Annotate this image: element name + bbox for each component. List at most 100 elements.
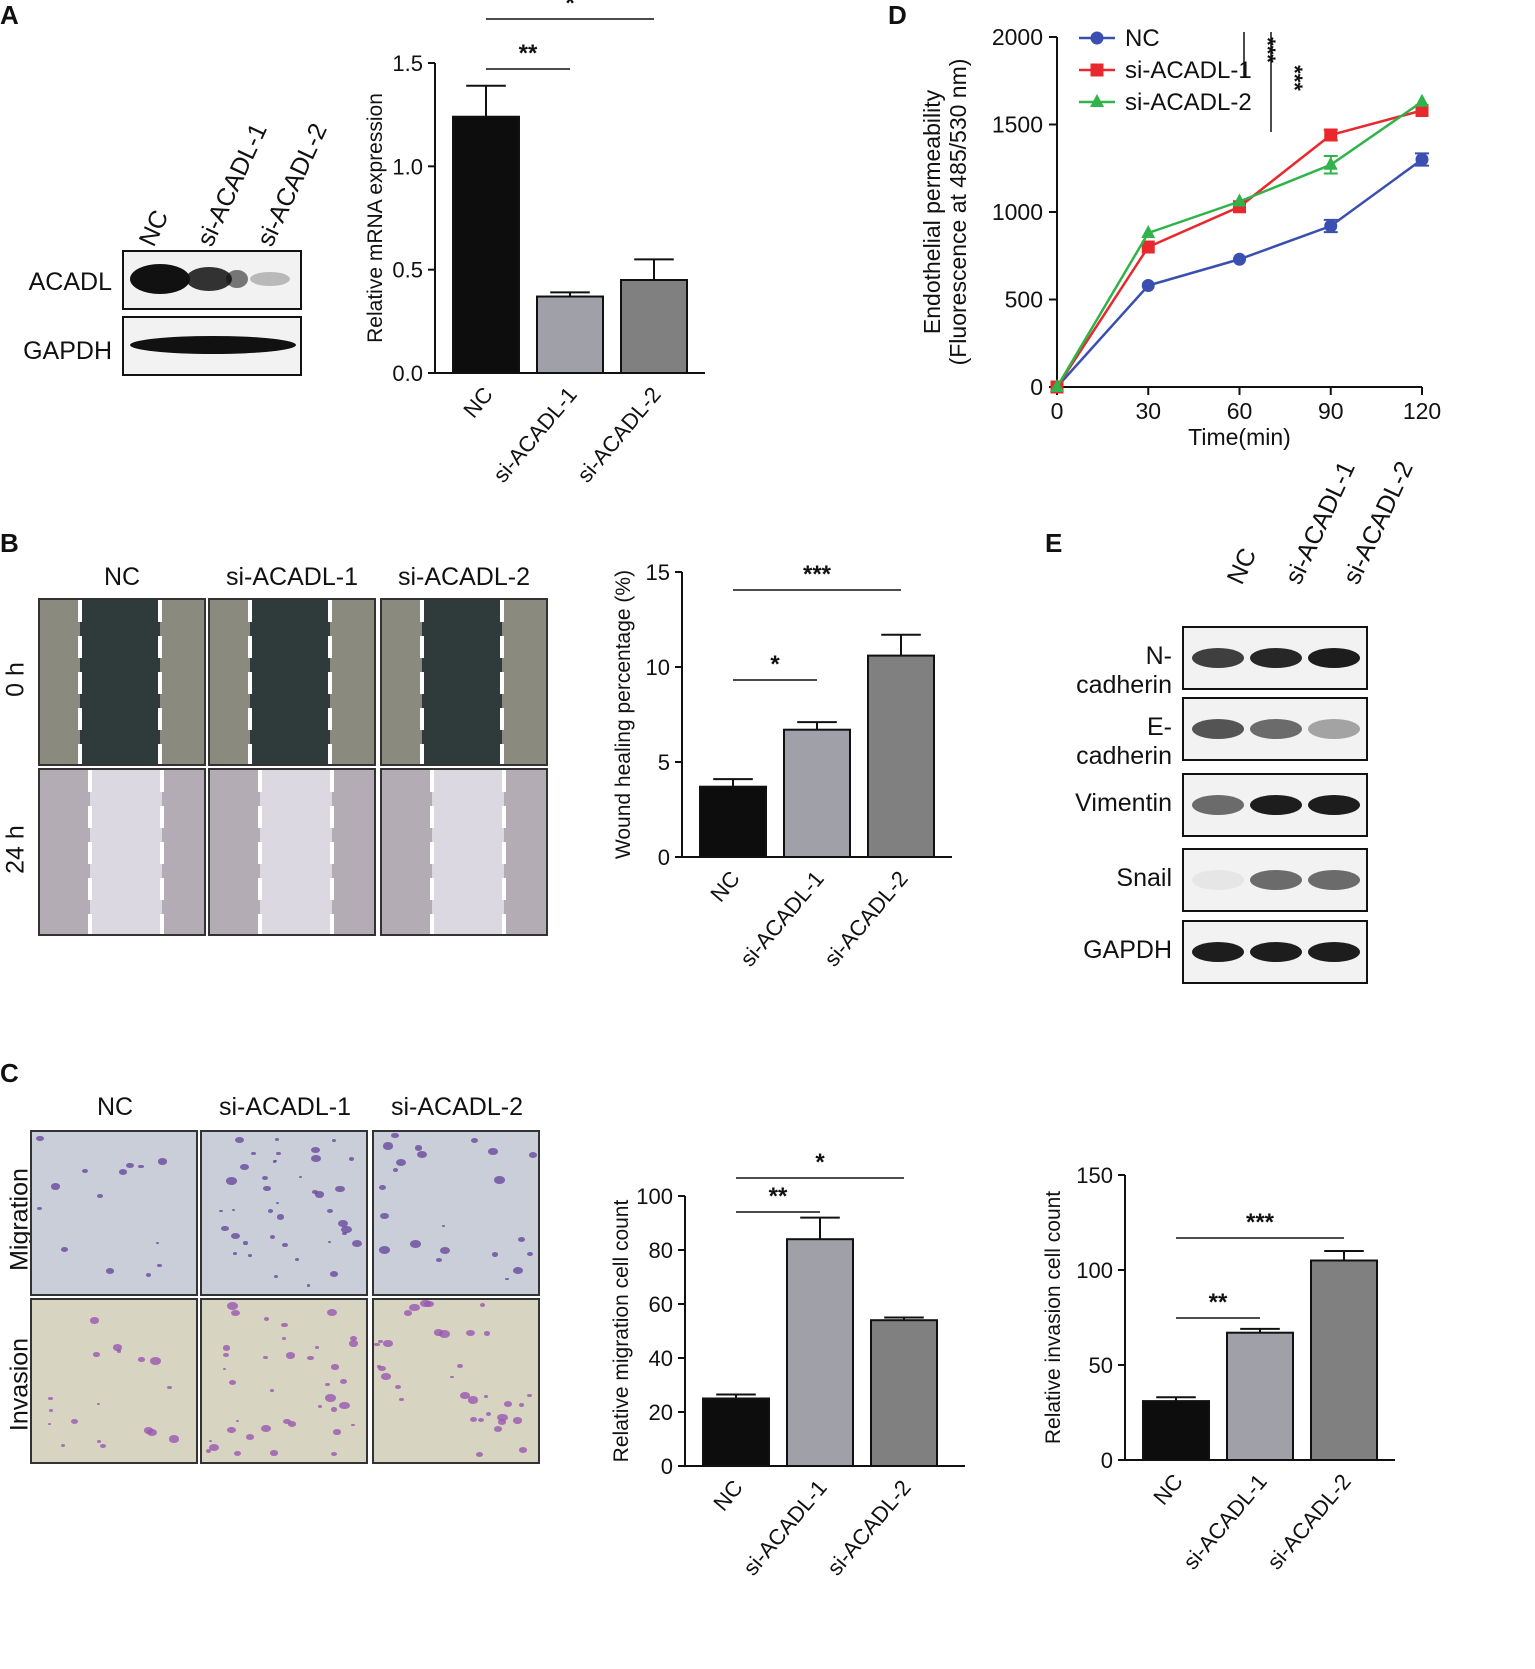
blot-e-box: [1182, 773, 1368, 837]
x-tick-label: NC: [458, 382, 498, 422]
y-tick-label: 5: [658, 750, 670, 775]
y-tick-label: 0.0: [392, 361, 423, 386]
x-tick-label: NC: [1148, 1469, 1188, 1509]
blot-e-label: Vimentin: [1075, 789, 1172, 817]
y-tick-label: 2000: [992, 24, 1043, 50]
y-tick-label: 100: [636, 1184, 673, 1209]
point-NC: [1233, 252, 1246, 266]
chart-d-svg: 0 500 1000 1500 2000 0 30 60 90 120 Time(min) Endot…: [919, 24, 1441, 450]
y-tick-label: 0: [658, 845, 670, 870]
legend-marker: [1090, 63, 1104, 77]
blot-e-box: [1182, 697, 1368, 761]
blot-a-box-acadl: [122, 250, 302, 310]
bar-si-ACADL-2: [620, 279, 688, 374]
bar-si-ACADL-1: [783, 728, 851, 858]
bar-si-ACADL-1: [536, 295, 604, 374]
x-tick-label: NC: [708, 1475, 748, 1515]
y-axis-label: Relative migration cell count: [610, 1200, 633, 1463]
bar-NC: [702, 1397, 770, 1467]
y-tick-label: 500: [1005, 287, 1043, 313]
significance-label: *: [815, 1150, 825, 1176]
y-axis-label: Endothelial permeability: [919, 89, 945, 334]
migration-image: [200, 1130, 368, 1296]
blot-e-label: GAPDH: [1083, 936, 1172, 964]
x-tick-label: si-ACADL-1: [1178, 1469, 1272, 1574]
significance-label: **: [1209, 1289, 1228, 1316]
point-si-ACADL-2: [1415, 93, 1429, 107]
bar-si-ACADL-2: [867, 654, 935, 858]
y-axis-label-2: (Fluorescence at 485/530 nm): [945, 59, 971, 366]
y-tick-label: 0: [661, 1454, 673, 1479]
legend-marker: [1090, 94, 1104, 107]
blot-a-box-gapdh: [122, 316, 302, 376]
point-si-ACADL-2: [1141, 225, 1156, 238]
migration-image: [30, 1130, 198, 1296]
invasion-image: [372, 1298, 540, 1464]
legend-marker: [1090, 31, 1104, 45]
y-tick-label: 100: [1076, 1258, 1113, 1283]
legend-label-si-ACADL-1: si-ACADL-1: [1125, 57, 1252, 84]
bar-NC: [1142, 1400, 1210, 1462]
blot-a-lane-nc: NC: [133, 206, 175, 251]
blot-e-label: N-cadherin: [1076, 642, 1172, 699]
blot-e-box: [1182, 920, 1368, 984]
invasion-image: [200, 1298, 368, 1464]
bar-si-ACADL-2: [1310, 1259, 1378, 1461]
x-tick-label: si-ACADL-2: [822, 1475, 916, 1580]
blot-e-label: Snail: [1116, 864, 1172, 892]
panel-letter-d: D: [888, 0, 907, 30]
wound-col-nc: NC: [103, 563, 141, 591]
invasion-image: [30, 1298, 198, 1464]
x-tick-label: si-ACADL-1: [738, 1475, 832, 1580]
transwell-col-nc: NC: [96, 1093, 134, 1121]
bar-si-ACADL-1: [786, 1238, 854, 1467]
x-axis-label: Time(min): [1188, 424, 1291, 450]
panel-letter-b: B: [0, 528, 19, 558]
wound-row-0h: 0 h: [1, 662, 30, 697]
x-tick-label: 60: [1227, 398, 1253, 424]
y-tick-label: 15: [646, 560, 670, 585]
point-si-ACADL-2: [1323, 156, 1338, 170]
x-tick-label: si-ACADL-2: [1262, 1469, 1356, 1574]
y-tick-label: 1500: [992, 112, 1043, 138]
blot-a-label-acadl: ACADL: [28, 268, 112, 296]
wound-image: [38, 768, 206, 936]
wound-image: [208, 598, 376, 766]
panel-letter-c: C: [0, 1058, 19, 1088]
point-NC: [1141, 279, 1155, 292]
legend-label-si-ACADL-2: si-ACADL-2: [1125, 89, 1252, 116]
y-tick-label: 0: [1030, 374, 1043, 400]
point-si-ACADL-1: [1415, 104, 1429, 117]
y-tick-label: 1000: [992, 199, 1043, 225]
x-tick-label: si-ACADL-1: [735, 866, 829, 971]
wound-col-si1: si-ACADL-1: [226, 563, 358, 591]
y-tick-label: 60: [649, 1292, 673, 1317]
point-si-ACADL-1: [1141, 240, 1155, 254]
y-axis-label: Wound healing percentage (%): [612, 570, 635, 859]
significance-label: ***: [803, 561, 832, 588]
y-tick-label: 1.0: [392, 154, 423, 179]
bar-si-ACADL-2: [870, 1319, 938, 1467]
series-line-si-ACADL-2: [1055, 100, 1423, 388]
migration-image: [372, 1130, 540, 1296]
wound-image: [38, 598, 206, 766]
x-tick-label: 0: [1051, 398, 1064, 424]
x-tick-label: si-ACADL-1: [488, 382, 582, 487]
legend-label-NC: NC: [1125, 25, 1160, 52]
y-tick-label: 20: [649, 1400, 673, 1425]
blot-e-lane-nc: NC: [1221, 544, 1263, 589]
point-NC: [1415, 153, 1429, 166]
significance-label: *: [770, 651, 780, 678]
series-line-si-ACADL-1: [1055, 109, 1423, 388]
x-tick-label: si-ACADL-2: [572, 382, 666, 487]
y-tick-label: 0.5: [392, 258, 423, 283]
point-si-ACADL-2: [1050, 379, 1064, 392]
transwell-col-si2: si-ACADL-2: [391, 1093, 523, 1121]
y-tick-label: 0: [1101, 1448, 1113, 1473]
bar-si-ACADL-1: [1226, 1331, 1294, 1461]
significance-label: **: [769, 1183, 788, 1210]
